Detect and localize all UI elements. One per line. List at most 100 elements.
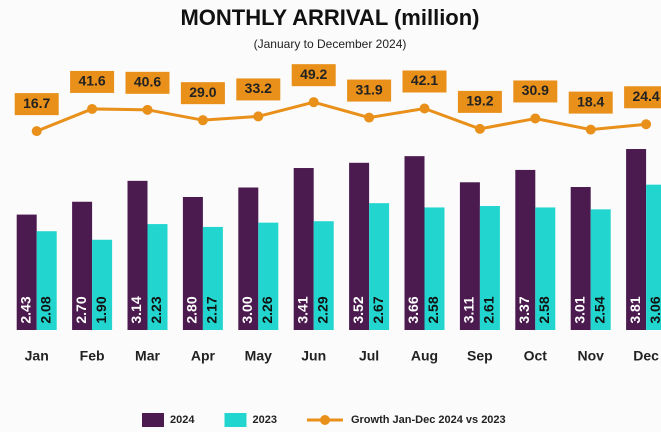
bar-value-label: 3.11 [461, 297, 477, 324]
growth-label-box [513, 80, 558, 103]
growth-label-box [236, 78, 281, 101]
bar-value-label: 2.08 [37, 296, 53, 323]
growth-label-box [457, 90, 502, 113]
bar-value-label: 3.66 [405, 296, 421, 323]
bar [646, 184, 661, 330]
growth-value-label: 49.2 [300, 66, 327, 82]
bar-value-label: 2.17 [204, 296, 220, 323]
growth-point [253, 111, 264, 122]
bar-value-label: 3.00 [239, 296, 255, 323]
growth-label-box [125, 71, 170, 94]
bar-value-label: 2.29 [314, 296, 330, 323]
growth-point [142, 104, 153, 115]
growth-value-label: 18.4 [577, 93, 604, 109]
growth-point [197, 115, 208, 126]
bar [238, 187, 259, 330]
growth-label-box [568, 91, 613, 114]
growth-value-label: 30.9 [522, 82, 549, 98]
growth-label-box [347, 79, 392, 102]
x-tick-label: Jan [25, 348, 49, 364]
bar-value-label: 3.01 [571, 296, 587, 323]
bar [36, 231, 57, 330]
bar-value-label: 2.54 [591, 296, 607, 323]
bar [147, 224, 168, 330]
growth-point [87, 103, 98, 114]
bar-value-label: 3.81 [627, 296, 643, 323]
chart-title: MONTHLY ARRIVAL (million) [180, 5, 479, 30]
legend-swatch [224, 413, 247, 427]
bar-value-label: 2.58 [425, 296, 441, 323]
growth-value-label: 19.2 [466, 93, 493, 109]
bar [313, 221, 334, 330]
growth-label-box [624, 86, 661, 109]
bar-value-label: 2.23 [148, 296, 164, 323]
x-tick-label: Dec [633, 348, 659, 364]
growth-value-label: 24.4 [632, 88, 659, 104]
bar-value-label: 2.67 [370, 296, 386, 323]
bar-value-label: 3.14 [128, 296, 144, 323]
growth-value-label: 42.1 [411, 72, 438, 88]
bar [293, 168, 314, 330]
bar [459, 182, 480, 330]
bar-value-label: 1.90 [93, 296, 109, 323]
growth-value-label: 29.0 [189, 84, 216, 100]
x-tick-label: Feb [80, 348, 105, 364]
bar [479, 206, 500, 330]
bar [182, 197, 203, 330]
chart-subtitle: (January to December 2024) [254, 37, 407, 51]
bar [202, 226, 223, 330]
x-tick-label: Oct [524, 348, 548, 364]
x-tick-label: Jul [359, 348, 379, 364]
growth-point [31, 126, 42, 137]
growth-point [585, 124, 596, 135]
legend-swatch [142, 413, 164, 427]
bar-value-label: 2.26 [259, 296, 275, 323]
growth-label-box [291, 64, 336, 87]
x-tick-label: Jun [301, 348, 326, 364]
bar [535, 207, 556, 330]
growth-value-label: 40.6 [134, 74, 161, 90]
bar [590, 209, 611, 330]
growth-point [530, 113, 541, 124]
x-tick-label: Sep [467, 348, 493, 364]
bar-value-label: 3.37 [516, 296, 532, 323]
bar-value-label: 2.61 [481, 296, 497, 323]
bar-value-label: 2.80 [184, 296, 200, 323]
bar [127, 180, 148, 330]
bar-value-label: 2.43 [17, 296, 33, 323]
bar-value-label: 2.70 [73, 296, 89, 323]
growth-point [308, 97, 319, 108]
growth-value-label: 16.7 [23, 95, 50, 111]
bar [72, 201, 93, 330]
bar [404, 156, 425, 330]
growth-label-box [402, 70, 447, 93]
bar [515, 169, 536, 330]
growth-label-box [180, 82, 225, 105]
legend-swatch [319, 415, 330, 425]
growth-point [419, 103, 430, 114]
growth-value-label: 33.2 [245, 80, 272, 96]
bar [92, 239, 113, 330]
growth-value-label: 31.9 [355, 81, 382, 97]
growth-value-label: 41.6 [78, 73, 105, 89]
x-tick-label: Aug [411, 348, 438, 364]
bar [369, 203, 390, 330]
growth-label-box [14, 93, 59, 116]
x-tick-label: Apr [191, 348, 216, 364]
bar-value-label: 2.58 [536, 296, 552, 323]
bar [626, 149, 647, 330]
growth-point [474, 123, 485, 134]
x-tick-label: Nov [577, 348, 604, 364]
x-tick-label: May [245, 348, 272, 364]
bar [424, 207, 445, 330]
legend-label: Growth Jan-Dec 2024 vs 2023 [351, 414, 506, 426]
bar [258, 222, 279, 330]
x-tick-label: Mar [135, 348, 160, 364]
bar-value-label: 3.41 [294, 296, 310, 323]
growth-point [364, 112, 375, 123]
bar-value-label: 3.06 [647, 296, 661, 323]
growth-label-box [70, 70, 115, 93]
legend-label: 2024 [170, 414, 195, 426]
bar [570, 187, 591, 330]
